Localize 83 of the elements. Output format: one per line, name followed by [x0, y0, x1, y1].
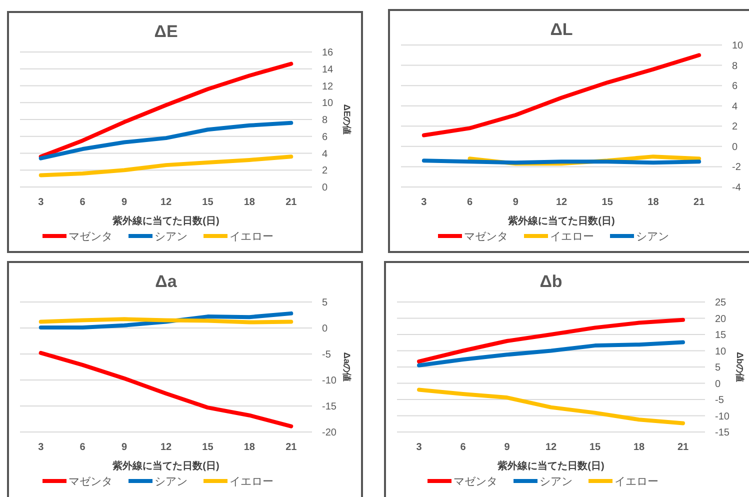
- x-tick-label: 21: [694, 197, 706, 208]
- y-tick-label: 5: [322, 298, 328, 308]
- x-axis-title: 紫外線に当てた日数(日): [496, 460, 604, 472]
- y-tick-label: 16: [322, 48, 334, 58]
- legend-label: シアン: [540, 476, 572, 488]
- y-tick-label: 14: [322, 64, 334, 76]
- x-axis-title: 紫外線に当てた日数(日): [112, 460, 220, 472]
- x-tick-label: 15: [202, 442, 214, 453]
- y-tick-label: 0: [322, 182, 328, 194]
- x-tick-label: 6: [460, 442, 466, 453]
- y-tick-label: -4: [732, 182, 742, 194]
- x-tick-label: 9: [122, 197, 128, 208]
- y-tick-label: 15: [715, 330, 727, 341]
- legend-label: シアン: [154, 231, 188, 243]
- y-tick-label: 0: [732, 142, 738, 153]
- x-axis-title: 紫外線に当てた日数(日): [507, 215, 615, 227]
- x-tick-label: 15: [602, 197, 614, 208]
- legend-label: イエロー: [230, 476, 274, 488]
- y-tick-label: 8: [732, 60, 738, 72]
- legend-label: イエロー: [614, 476, 658, 488]
- y-tick-label: -5: [322, 350, 332, 360]
- x-tick-label: 12: [160, 442, 172, 453]
- chart-title: Δa: [155, 272, 178, 291]
- y-tick-label: 0: [715, 378, 721, 390]
- x-tick-label: 12: [545, 442, 557, 453]
- y-tick-label: 5: [715, 362, 721, 374]
- x-tick-label: 9: [122, 442, 128, 453]
- x-tick-label: 18: [648, 197, 660, 208]
- x-tick-label: 12: [160, 197, 172, 208]
- chart-title: Δb: [540, 272, 562, 291]
- x-tick-label: 9: [504, 442, 510, 453]
- y-tick-label: -15: [715, 428, 730, 438]
- y-tick-label: 6: [322, 132, 328, 143]
- y-tick-label: 4: [322, 148, 328, 160]
- legend-label: マゼンタ: [464, 231, 508, 243]
- y-axis-title: Δbの値: [735, 352, 745, 382]
- y-tick-label: -2: [732, 162, 742, 174]
- x-tick-label: 9: [512, 197, 519, 208]
- y-tick-label: 2: [322, 166, 328, 177]
- legend-label: シアン: [636, 231, 669, 243]
- y-tick-label: -10: [322, 376, 337, 386]
- chart-title: ΔE: [154, 22, 178, 41]
- x-tick-label: 18: [244, 197, 256, 208]
- x-tick-label: 3: [421, 197, 428, 208]
- y-tick-label: 20: [715, 314, 727, 325]
- y-axis-title: ΔEの値: [342, 104, 352, 135]
- y-tick-label: 25: [715, 298, 727, 308]
- y-tick-label: -5: [715, 395, 724, 406]
- y-tick-label: 4: [732, 101, 738, 112]
- x-tick-label: 18: [244, 442, 256, 453]
- y-tick-label: 10: [322, 98, 334, 110]
- legend-label: マゼンタ: [454, 476, 498, 488]
- y-tick-label: -10: [715, 411, 730, 422]
- y-tick-label: 10: [715, 346, 727, 358]
- y-tick-label: 8: [322, 115, 328, 126]
- x-tick-label: 3: [38, 197, 44, 208]
- legend-label: マゼンタ: [68, 476, 112, 488]
- x-tick-label: 6: [80, 197, 86, 208]
- x-tick-label: 15: [202, 197, 214, 208]
- x-tick-label: 21: [286, 442, 298, 453]
- x-tick-label: 21: [286, 197, 298, 208]
- x-tick-label: 21: [677, 442, 689, 453]
- y-axis-title: Δaの値: [342, 352, 352, 382]
- legend-label: イエロー: [550, 231, 594, 243]
- x-tick-label: 6: [80, 442, 86, 453]
- y-tick-label: -20: [322, 428, 337, 438]
- x-tick-label: 18: [633, 442, 645, 453]
- x-tick-label: 6: [467, 197, 474, 208]
- y-tick-label: 12: [322, 81, 334, 92]
- y-tick-label: 0: [322, 324, 328, 334]
- y-tick-label: 2: [732, 122, 738, 133]
- x-tick-label: 3: [416, 442, 422, 453]
- legend-label: マゼンタ: [68, 231, 112, 243]
- y-tick-label: 6: [732, 81, 738, 92]
- legend-label: シアン: [154, 476, 188, 488]
- chart-title: ΔL: [550, 20, 573, 39]
- y-tick-label: -15: [322, 402, 337, 412]
- y-tick-label: 10: [732, 40, 744, 52]
- x-tick-label: 3: [38, 442, 44, 453]
- x-tick-label: 15: [589, 442, 601, 453]
- x-tick-label: 12: [556, 197, 568, 208]
- x-axis-title: 紫外線に当てた日数(日): [112, 215, 220, 227]
- legend-label: イエロー: [230, 231, 274, 243]
